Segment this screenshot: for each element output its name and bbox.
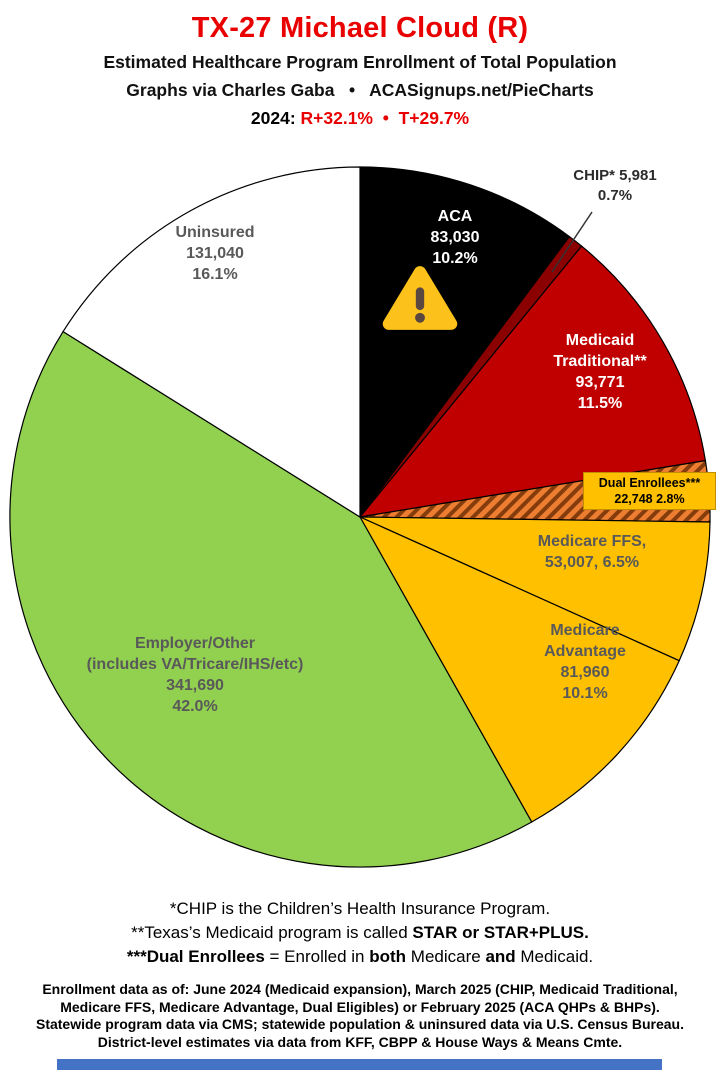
label-line: 93,771 xyxy=(575,374,625,391)
label-line: 11.5% xyxy=(577,395,623,412)
chart-subtitle: Estimated Healthcare Program Enrollment … xyxy=(103,52,617,72)
footnote-chip: *CHIP is the Children’s Health Insurance… xyxy=(169,899,551,918)
label-uninsured: Uninsured 131,040 16.1% xyxy=(135,222,295,285)
label-line: 10.1% xyxy=(562,685,608,702)
label-line: Medicare xyxy=(550,622,620,639)
footer-line: Medicare FFS, Medicare Advantage, Dual E… xyxy=(60,998,660,1015)
pie-slices-group xyxy=(9,166,711,868)
label-line: ACA xyxy=(437,208,473,225)
partisan-lean-line: 2024: R+32.1% • T+29.7% xyxy=(250,108,470,128)
footer-line: Statewide program data via CMS; statewid… xyxy=(35,1016,684,1032)
label-line: 0.7% xyxy=(597,187,633,204)
label-line: 16.1% xyxy=(192,266,238,283)
pie-slice-medicaid-traditional xyxy=(358,245,707,518)
label-line: Uninsured xyxy=(175,224,255,241)
pie-chart xyxy=(9,166,711,868)
data-source-footer: Enrollment data as of: June 2024 (Medica… xyxy=(0,981,720,1051)
label-aca: ACA 83,030 10.2% xyxy=(395,206,515,269)
footer-line: Enrollment data as of: June 2024 (Medica… xyxy=(42,981,678,997)
label-line: CHIP* 5,981 xyxy=(573,167,657,184)
pie-slice-medicare-advantage xyxy=(358,515,680,823)
label-medicare-ffs: Medicare FFS, 53,007, 6.5% xyxy=(508,531,676,573)
chart-credit: Graphs via Charles Gaba • ACASignups.net… xyxy=(126,80,594,100)
chart-title: TX-27 Michael Cloud (R) xyxy=(191,12,529,44)
label-chip: CHIP* 5,981 0.7% xyxy=(540,166,690,206)
label-line: Employer/Other xyxy=(134,635,256,652)
label-line: (includes VA/Tricare/IHS/etc) xyxy=(86,656,304,673)
label-line: 53,007, 6.5% xyxy=(544,554,640,571)
chip-leader-line xyxy=(551,211,593,273)
label-medicaid-traditional: Medicaid Traditional** 93,771 11.5% xyxy=(533,330,667,414)
label-line: Traditional** xyxy=(553,353,647,370)
label-line: Dual Enrollees*** xyxy=(598,476,701,490)
pie-slice-aca xyxy=(359,166,571,519)
label-employer-other: Employer/Other (includes VA/Tricare/IHS/… xyxy=(60,633,330,717)
label-line: 81,960 xyxy=(560,664,610,681)
label-line: 341,690 xyxy=(166,677,224,694)
pie-slice-employer-other xyxy=(9,330,533,868)
footer-line: District-level estimates via data from K… xyxy=(97,1033,623,1050)
label-dual-enrollees: Dual Enrollees*** 22,748 2.8% xyxy=(583,472,716,510)
label-line: Advantage xyxy=(544,643,626,660)
label-line: 42.0% xyxy=(172,698,218,715)
label-line: Medicaid xyxy=(565,332,635,349)
label-line: 22,748 2.8% xyxy=(614,492,685,506)
pie-slice-medicare-ffs xyxy=(359,516,711,662)
footnotes: *CHIP is the Children’s Health Insurance… xyxy=(0,897,720,969)
label-line: 131,040 xyxy=(186,245,244,262)
label-line: Medicare FFS, xyxy=(537,533,647,550)
footnote-dual: ***Dual Enrollees = Enrolled in both Med… xyxy=(126,947,594,966)
header: TX-27 Michael Cloud (R) Estimated Health… xyxy=(0,0,720,129)
footnote-medicaid: **Texas’s Medicaid program is called STA… xyxy=(131,923,589,942)
warning-icon xyxy=(382,266,458,330)
label-medicare-advantage: Medicare Advantage 81,960 10.1% xyxy=(518,620,652,704)
bottom-blue-bar xyxy=(57,1059,662,1070)
label-line: 83,030 xyxy=(430,229,480,246)
label-line: 10.2% xyxy=(432,250,478,267)
pie-slice-uninsured xyxy=(62,166,361,519)
